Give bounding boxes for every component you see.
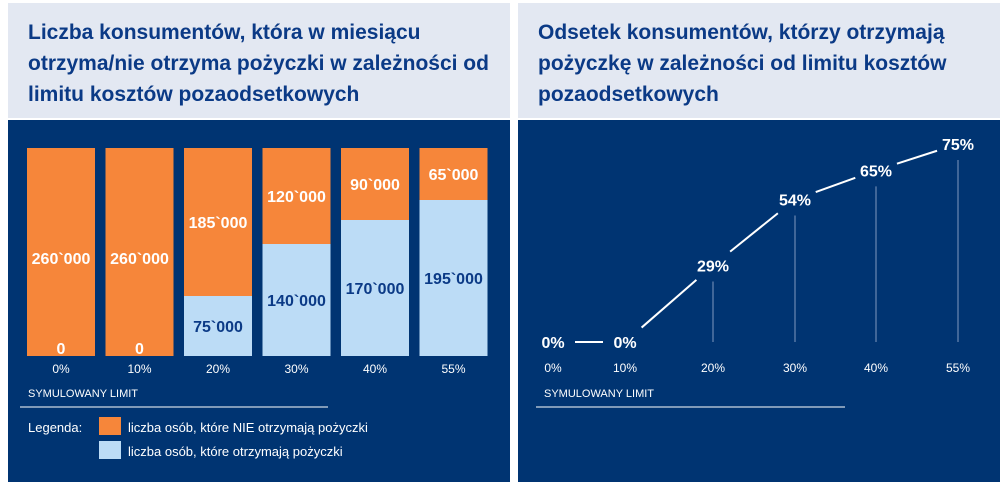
point-label-0: 0% xyxy=(541,335,564,352)
bar-label-receive-4: 170`000 xyxy=(346,281,405,298)
bar-not-receive-2 xyxy=(184,148,252,296)
bar-label-not-receive-3: 120`000 xyxy=(267,189,326,206)
left-chart-title: Liczba konsumentów, która w miesiącu otr… xyxy=(28,21,489,106)
bar-label-receive-5: 195`000 xyxy=(424,271,483,288)
x-tick-label-3: 30% xyxy=(783,361,807,375)
right-chart-title: Odsetek konsumentów, którzy otrzymają po… xyxy=(538,21,947,106)
bar-receive-5 xyxy=(419,200,488,356)
bar-label-receive-2: 75`000 xyxy=(193,319,243,336)
bar-receive-4 xyxy=(341,220,409,356)
line-segment-3 xyxy=(815,176,856,193)
x-tick-label-1: 10% xyxy=(127,362,151,376)
legend-swatch-not-receive xyxy=(99,417,121,435)
bar-receive-3 xyxy=(262,244,331,356)
left-panel: Liczba konsumentów, która w miesiącu otr… xyxy=(8,3,510,482)
right-chart-area: 0% 0% 0% 10% 29% 20% 54% 30% 65% 40% 75% 55% SYMULO… xyxy=(518,120,1000,482)
bar-label-receive-0: 0 xyxy=(57,341,66,358)
bar-not-receive-4 xyxy=(341,148,409,220)
bar-not-receive-1 xyxy=(105,148,174,356)
point-label-4: 65% xyxy=(860,163,892,180)
left-axis-title: SYMULOWANY LIMIT xyxy=(28,388,139,400)
point-label-3: 54% xyxy=(779,192,811,209)
legend-text-receive: liczba osób, które otrzymają pożyczki xyxy=(128,444,343,459)
point-label-5: 75% xyxy=(942,137,974,154)
line-chart: 0% 0% 0% 10% 29% 20% 54% 30% 65% 40% 75% 55% xyxy=(536,137,974,408)
left-chart-area: 260`000 0 0% 260`000 0 10% 185`000 75`000 20% 120… xyxy=(8,120,510,482)
bar-label-receive-3: 140`000 xyxy=(267,293,326,310)
legend-label: Legenda: xyxy=(28,420,83,435)
x-tick-label-0: 0% xyxy=(52,362,70,376)
bar-not-receive-5 xyxy=(419,148,488,200)
point-label-1: 0% xyxy=(613,335,636,352)
left-title-box: Liczba konsumentów, która w miesiącu otr… xyxy=(8,3,510,118)
line-segment-4 xyxy=(896,149,938,165)
x-tick-label-5: 55% xyxy=(441,362,465,376)
x-tick-label-2: 20% xyxy=(701,361,725,375)
bar-not-receive-3 xyxy=(262,148,331,244)
line-segment-1 xyxy=(640,279,698,329)
right-axis-title: SYMULOWANY LIMIT xyxy=(544,388,655,400)
point-label-2: 29% xyxy=(697,258,729,275)
right-title-box: Odsetek konsumentów, którzy otrzymają po… xyxy=(518,3,1000,118)
bar-receive-2 xyxy=(184,296,252,356)
bar-label-not-receive-1: 260`000 xyxy=(110,251,169,268)
x-tick-label-0: 0% xyxy=(544,361,562,375)
stacked-bar-chart: 260`000 0 0% 260`000 0 10% 185`000 75`000 20% 120… xyxy=(20,148,488,408)
bar-label-not-receive-2: 185`000 xyxy=(189,215,248,232)
x-tick-label-4: 40% xyxy=(864,361,888,375)
legend-text-not-receive: liczba osób, które NIE otrzymają pożyczk… xyxy=(128,420,368,435)
x-tick-label-3: 30% xyxy=(284,362,308,376)
bar-not-receive-0 xyxy=(27,148,95,356)
legend: Legenda: liczba osób, które NIE otrzymaj… xyxy=(8,120,510,482)
bar-label-not-receive-5: 65`000 xyxy=(429,167,479,184)
x-tick-label-4: 40% xyxy=(363,362,387,376)
right-panel: Odsetek konsumentów, którzy otrzymają po… xyxy=(516,0,1000,495)
bar-label-not-receive-4: 90`000 xyxy=(350,177,400,194)
x-tick-label-2: 20% xyxy=(206,362,230,376)
bar-label-not-receive-0: 260`000 xyxy=(32,251,91,268)
legend-swatch-receive xyxy=(99,441,121,459)
x-tick-label-1: 10% xyxy=(613,361,637,375)
x-tick-label-5: 55% xyxy=(946,361,970,375)
line-segment-2 xyxy=(729,212,779,253)
bar-label-receive-1: 0 xyxy=(135,341,144,358)
